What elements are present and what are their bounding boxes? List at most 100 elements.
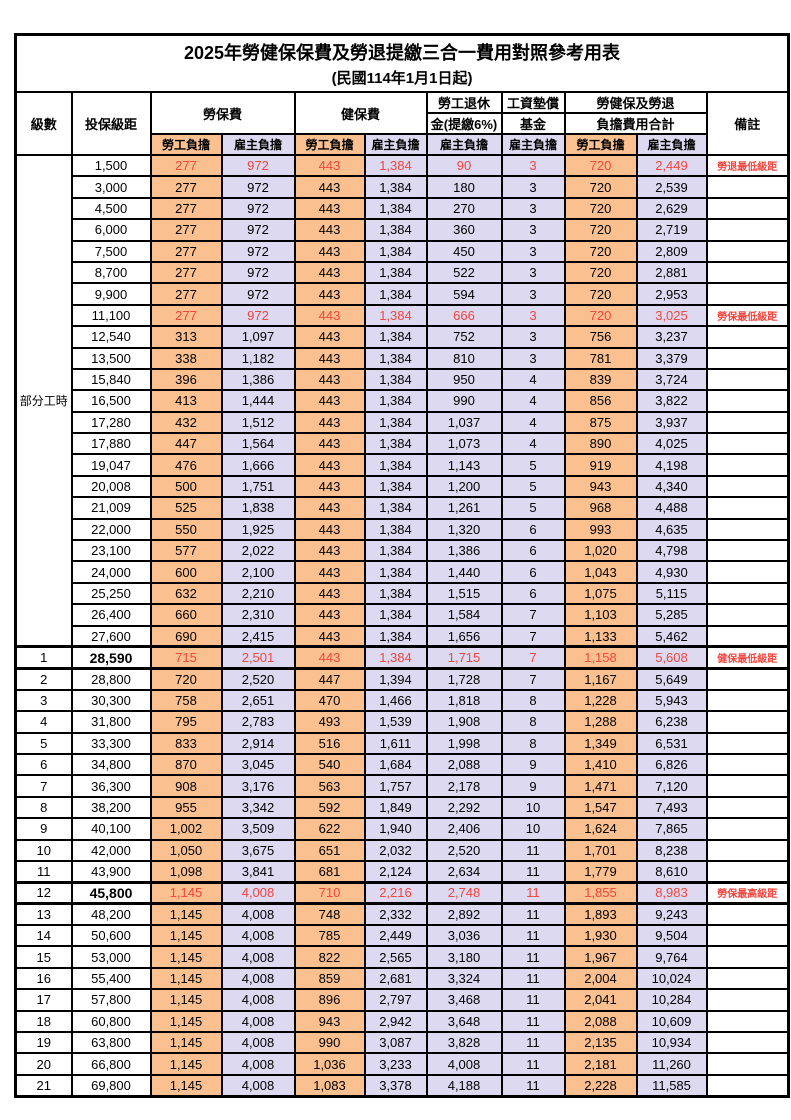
cell-health-employer: 3,233 [363, 1052, 428, 1076]
cell-total-employer: 7,865 [635, 817, 708, 841]
cell-total-employee: 2,228 [563, 1073, 638, 1098]
cell-total-employer: 5,608 [635, 645, 708, 670]
table-row: 19 63,800 1,145 4,008 990 3,087 3,828 11 2,135 10… [14, 1030, 790, 1055]
cell-labor-employer: 1,512 [220, 410, 296, 435]
cell-remark [705, 1030, 790, 1055]
cell-labor-employee: 1,145 [149, 880, 223, 906]
cell-health-employer: 1,384 [363, 410, 428, 435]
cell-health-employee: 943 [293, 1009, 366, 1034]
cell-total-employer: 4,488 [635, 496, 708, 520]
cell-labor-employee: 720 [149, 667, 223, 691]
cell-total-employer: 6,531 [635, 731, 708, 755]
cell-labor-employer: 2,651 [220, 688, 296, 713]
cell-labor-employee: 1,098 [149, 859, 223, 884]
cell-fund-employer: 3 [500, 325, 566, 349]
cell-total-employee: 1,228 [563, 688, 638, 713]
cell-pension-employer: 522 [425, 260, 503, 285]
cell-total-employer: 2,809 [635, 239, 708, 263]
cell-total-employee: 720 [563, 196, 638, 221]
cell-bracket: 9,900 [70, 282, 152, 306]
cell-total-employee: 1,930 [563, 924, 638, 948]
cell-bracket: 19,047 [70, 453, 152, 477]
cell-remark [705, 752, 790, 777]
cell-fund-employer: 11 [500, 988, 566, 1012]
cell-remark [705, 966, 790, 991]
cell-bracket: 12,540 [70, 325, 152, 349]
cell-level: 1 [14, 645, 73, 670]
cell-level: 19 [14, 1030, 73, 1055]
header-row-groups-line2: 金(提繳6%) 基金 負擔費用合計 [16, 112, 789, 135]
cell-total-employer: 3,937 [635, 410, 708, 435]
cell-total-employee: 1,288 [563, 710, 638, 734]
cell-pension-employer: 1,908 [425, 710, 503, 734]
cell-health-employer: 2,797 [363, 988, 428, 1012]
cell-bracket: 42,000 [70, 838, 152, 862]
cell-remark [705, 239, 790, 263]
cell-total-employer: 11,260 [635, 1052, 708, 1076]
cell-bracket: 16,500 [70, 389, 152, 413]
cell-total-employee: 756 [563, 325, 638, 349]
cell-labor-employee: 525 [149, 496, 223, 520]
cell-health-employee: 540 [293, 752, 366, 777]
cell-labor-employee: 600 [149, 560, 223, 584]
cell-total-employee: 720 [563, 303, 638, 328]
cell-health-employee: 1,036 [293, 1052, 366, 1076]
subheader-fund-employer: 雇主負擔 [500, 133, 566, 156]
cell-remark [705, 817, 790, 841]
cell-health-employee: 859 [293, 966, 366, 991]
cell-health-employee: 622 [293, 817, 366, 841]
cell-health-employer: 1,384 [363, 260, 428, 285]
cell-labor-employer: 972 [220, 153, 296, 178]
cell-health-employer: 1,384 [363, 175, 428, 199]
cell-pension-employer: 3,828 [425, 1030, 503, 1055]
cell-health-employer: 1,384 [363, 603, 428, 627]
table-row: 5 33,300 833 2,914 516 1,611 1,998 8 1,349 6,531 [14, 731, 790, 755]
table-row: 9 40,100 1,002 3,509 622 1,940 2,406 10 1,624 7,8… [14, 817, 790, 841]
cell-total-employee: 720 [563, 282, 638, 306]
cell-pension-employer: 4,188 [425, 1073, 503, 1098]
table-row: 11,100 277 972 443 1,384 666 3 720 3,025 勞保最低級距 [16, 303, 790, 328]
cell-total-employee: 1,701 [563, 838, 638, 862]
cell-bracket: 33,300 [70, 731, 152, 755]
cell-total-employer: 2,953 [635, 282, 708, 306]
cell-fund-employer: 3 [500, 175, 566, 199]
cell-fund-employer: 9 [500, 774, 566, 798]
cell-bracket: 57,800 [70, 988, 152, 1012]
cell-fund-employer: 6 [500, 581, 566, 606]
cell-labor-employee: 690 [149, 624, 223, 649]
cell-health-employer: 1,384 [363, 196, 428, 221]
cell-total-employer: 5,285 [635, 603, 708, 627]
cell-remark [705, 581, 790, 606]
cell-fund-employer: 6 [500, 539, 566, 563]
table-row: 3 30,300 758 2,651 470 1,466 1,818 8 1,228 5,943 [14, 688, 790, 713]
cell-bracket: 26,400 [70, 603, 152, 627]
cell-pension-employer: 270 [425, 196, 503, 221]
cell-health-employee: 443 [293, 367, 366, 392]
cell-health-employer: 1,384 [363, 539, 428, 563]
cell-health-employer: 2,332 [363, 902, 428, 927]
cell-bracket: 53,000 [70, 945, 152, 969]
cell-labor-employee: 632 [149, 581, 223, 606]
cell-health-employer: 1,384 [363, 432, 428, 456]
cell-total-employer: 9,504 [635, 924, 708, 948]
cell-labor-employer: 4,008 [220, 988, 296, 1012]
cell-remark [705, 175, 790, 199]
cell-health-employer: 2,681 [363, 966, 428, 991]
cell-labor-employee: 1,145 [149, 924, 223, 948]
cell-remark [705, 624, 790, 649]
cell-fund-employer: 3 [500, 153, 566, 178]
cell-bracket: 34,800 [70, 752, 152, 777]
cell-pension-employer: 950 [425, 367, 503, 392]
col-header-wage-fund-line2: 基金 [500, 112, 566, 135]
cell-pension-employer: 1,998 [425, 731, 503, 755]
cell-total-employer: 3,724 [635, 367, 708, 392]
title-block: 2025年勞健保保費及勞退提繳三合一費用對照參考用表 (民國114年1月1日起) [14, 33, 790, 93]
cell-remark: 健保最低級距 [705, 645, 790, 670]
cell-pension-employer: 4,008 [425, 1052, 503, 1076]
cell-pension-employer: 1,037 [425, 410, 503, 435]
cell-total-employee: 1,158 [563, 645, 638, 670]
cell-fund-employer: 3 [500, 260, 566, 285]
cell-health-employer: 1,384 [363, 282, 428, 306]
cell-health-employee: 443 [293, 218, 366, 242]
cell-health-employee: 443 [293, 560, 366, 584]
